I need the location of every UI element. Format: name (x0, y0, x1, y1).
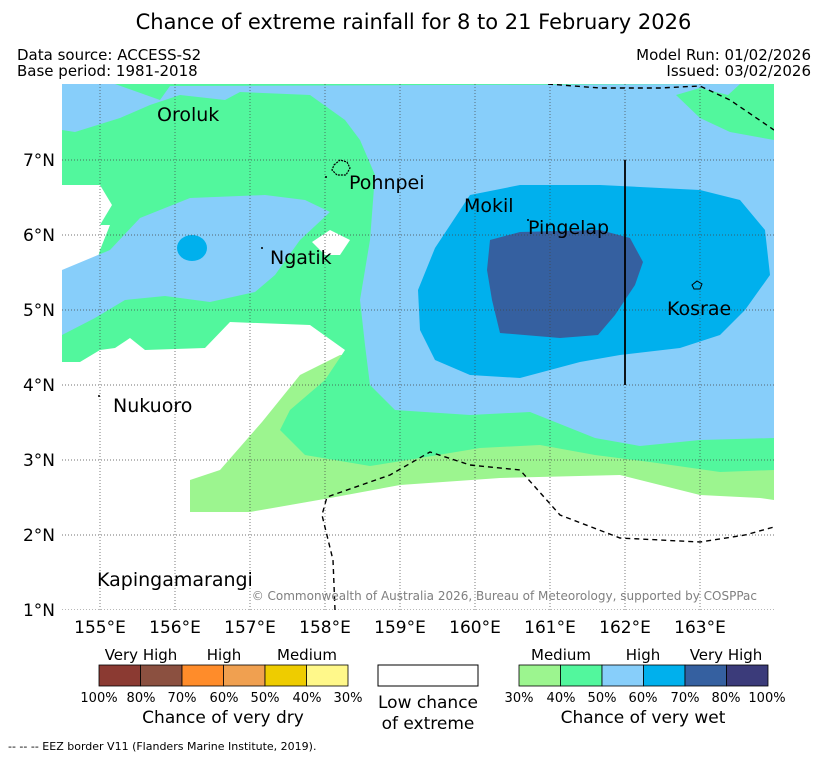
legend-wet-tick: 100% (748, 691, 785, 706)
lon-tick: 159°E (374, 618, 426, 638)
legend-dry-swatch (223, 664, 266, 687)
legend-wet-tick: 60% (629, 691, 658, 706)
legend-dry-tick: 80% (127, 691, 156, 706)
lat-tick: 3°N (23, 451, 55, 471)
region-low-gap-ngatik (312, 230, 350, 255)
legend-dry-swatches (98, 664, 349, 687)
base-period: Base period: 1981-2018 (17, 62, 198, 80)
footer-note: -- -- -- EEZ border V11 (Flanders Marine… (8, 740, 317, 753)
legend-dry-swatch (306, 664, 349, 687)
lon-tick: 155°E (74, 618, 126, 638)
legend-wet-group-veryhigh: Very High (690, 646, 763, 664)
legend-dry-tick: 30% (334, 691, 363, 706)
pohnpei-island-icon (331, 159, 351, 176)
lat-tick: 2°N (23, 526, 55, 546)
legend-wet-tick: 30% (505, 691, 534, 706)
ngatik-island-icon (261, 247, 263, 249)
label-ngatik: Ngatik (270, 247, 332, 269)
metadata-right: Model Run: 01/02/2026 Issued: 03/02/2026 (636, 47, 811, 79)
region-wet-60-70-spot (177, 235, 207, 261)
legend-wet-tick: 40% (547, 691, 576, 706)
legend-dry-tick: 50% (251, 691, 280, 706)
eez-border (321, 84, 774, 610)
legend-dry: Very High High Medium 100% 80% 70% 60% 5… (80, 646, 362, 728)
issued-date: Issued: 03/02/2026 (666, 62, 811, 80)
legend-dry-swatch (264, 664, 307, 687)
legend-dry-swatch (181, 664, 224, 687)
legend-dry-group-veryhigh: Very High (105, 646, 178, 664)
legend-dry-swatch (140, 664, 183, 687)
legend-dry-swatch (98, 664, 141, 687)
label-pingelap: Pingelap (528, 217, 609, 239)
label-kosrae: Kosrae (667, 298, 731, 320)
copyright-notice: © Commonwealth of Australia 2026, Bureau… (252, 589, 757, 603)
metadata-left: Data source: ACCESS-S2 Base period: 1981… (17, 47, 201, 79)
legend-dry-tick: 60% (210, 691, 239, 706)
legend-wet-group-high: High (626, 646, 660, 664)
lon-tick: 161°E (524, 618, 576, 638)
legend-wet-swatch (643, 664, 686, 687)
lon-tick: 163°E (674, 618, 726, 638)
label-kapingamarangi: Kapingamarangi (97, 569, 253, 591)
model-run: Model Run: 01/02/2026 (636, 46, 811, 64)
legend-dry-caption: Chance of very dry (142, 708, 304, 728)
legend-dry-tick: 70% (168, 691, 197, 706)
map-area: © Commonwealth of Australia 2026, Bureau… (62, 84, 774, 610)
lat-tick: 7°N (23, 151, 55, 171)
region-low-gap-west (62, 185, 112, 225)
legend-low-caption-1: Low chance (378, 693, 478, 713)
legend-dry-group-high: High (207, 646, 241, 664)
legend-low-swatch (377, 664, 479, 687)
lon-axis: 155°E 156°E 157°E 158°E 159°E 160°E 161°… (74, 618, 726, 638)
label-oroluk: Oroluk (157, 104, 219, 126)
lon-tick: 162°E (599, 618, 651, 638)
lat-axis: 7°N 6°N 5°N 4°N 3°N 2°N 1°N (23, 151, 55, 621)
label-nukuoro: Nukuoro (113, 395, 192, 417)
lat-tick: 5°N (23, 301, 55, 321)
legend-wet-swatch (518, 664, 561, 687)
legend-wet-tick: 70% (671, 691, 700, 706)
label-pohnpei: Pohnpei (349, 172, 425, 194)
map-grid (62, 84, 774, 610)
lon-tick: 157°E (224, 618, 276, 638)
pingelap-island-icon (527, 219, 529, 221)
mokil-island-icon (325, 176, 327, 178)
legend-wet-swatch (726, 664, 769, 687)
data-source: Data source: ACCESS-S2 (17, 46, 202, 64)
legend-wet: Medium High Very High 30% 40% 50% 60% 70… (505, 646, 786, 728)
region-wet-70-80 (487, 230, 643, 338)
lat-tick: 4°N (23, 376, 55, 396)
region-wet-50-60-west (62, 195, 330, 335)
label-mokil: Mokil (464, 195, 514, 217)
legend-low: Low chance of extreme (377, 664, 479, 734)
lon-tick: 156°E (149, 618, 201, 638)
lon-tick: 158°E (299, 618, 351, 638)
lat-tick: 1°N (23, 601, 55, 621)
nukuoro-island-icon (98, 395, 100, 397)
legend-dry-tick: 100% (80, 691, 117, 706)
legend-wet-group-medium: Medium (531, 646, 591, 664)
page-title: Chance of extreme rainfall for 8 to 21 F… (135, 10, 692, 34)
legend-wet-tick: 80% (712, 691, 741, 706)
kosrae-island-icon (691, 280, 703, 290)
legend-wet-tick: 50% (588, 691, 617, 706)
lon-tick: 160°E (449, 618, 501, 638)
legend-wet-swatch (560, 664, 603, 687)
legend-wet-swatch (601, 664, 644, 687)
legend-dry-tick: 40% (293, 691, 322, 706)
legend-wet-swatch (684, 664, 727, 687)
legend-dry-group-medium: Medium (277, 646, 337, 664)
legend-low-caption-2: of extreme (382, 714, 475, 734)
legend-wet-caption: Chance of very wet (561, 708, 726, 728)
legend-wet-swatches (518, 664, 769, 687)
lat-tick: 6°N (23, 226, 55, 246)
